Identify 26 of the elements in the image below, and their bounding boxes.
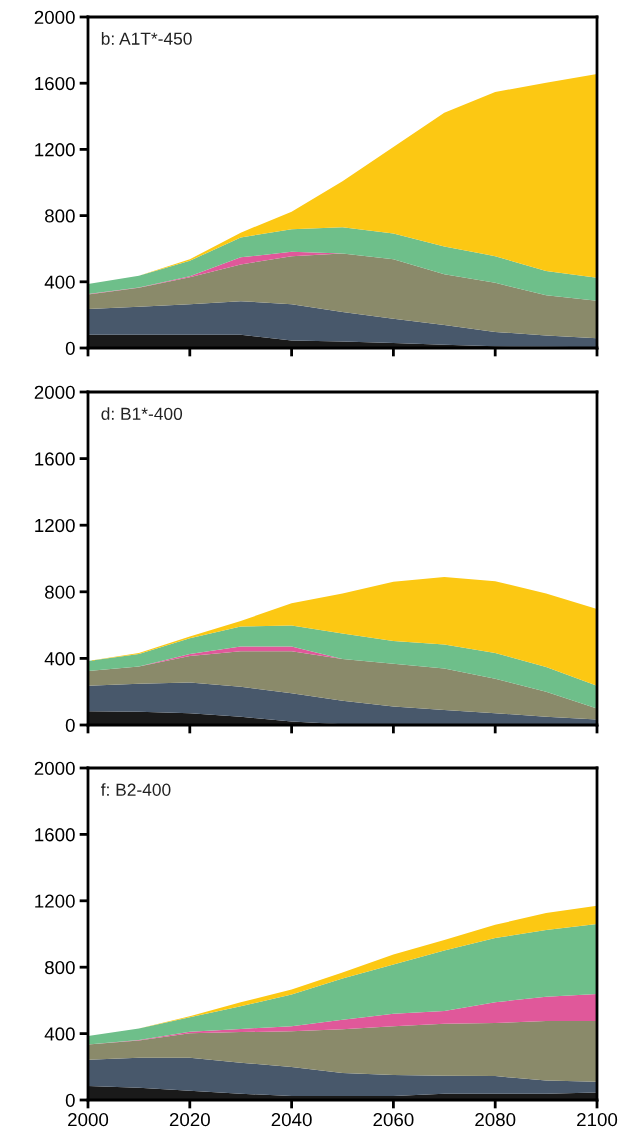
y-tick-label: 1600: [35, 452, 75, 466]
y-tick-label: 400: [44, 1027, 75, 1041]
y-tick-label: 1200: [35, 143, 75, 157]
y-tick-label: 2000: [34, 761, 75, 775]
y-tick-label: 1200: [35, 518, 75, 533]
y-tick-label: 800: [45, 585, 75, 599]
x-tick-label: 2080: [475, 1113, 516, 1127]
y-tick-label: 0: [65, 341, 75, 355]
y-tick-label: 0: [65, 1093, 75, 1107]
x-tick-label: 2020: [169, 1113, 210, 1127]
y-tick-label: 800: [45, 960, 75, 975]
y-tick-label: 400: [44, 275, 75, 289]
x-tick-label: 2060: [373, 1113, 414, 1127]
y-tick-label: 2000: [34, 10, 75, 24]
y-tick-label: 1200: [35, 894, 75, 908]
y-tick-label: 400: [44, 652, 75, 666]
y-tick-label: 800: [45, 209, 75, 223]
y-tick-label: 0: [65, 718, 75, 732]
x-tick-label: 2100: [577, 1113, 618, 1127]
y-tick-label: 1600: [35, 828, 75, 842]
x-tick-label: 2040: [271, 1113, 312, 1127]
y-tick-label: 2000: [34, 385, 75, 399]
text: f: B2-400: [100, 783, 171, 796]
text: d: B1*-400: [101, 407, 183, 420]
text: b: A1T*-450: [101, 32, 192, 45]
y-tick-label: 1600: [35, 76, 75, 91]
